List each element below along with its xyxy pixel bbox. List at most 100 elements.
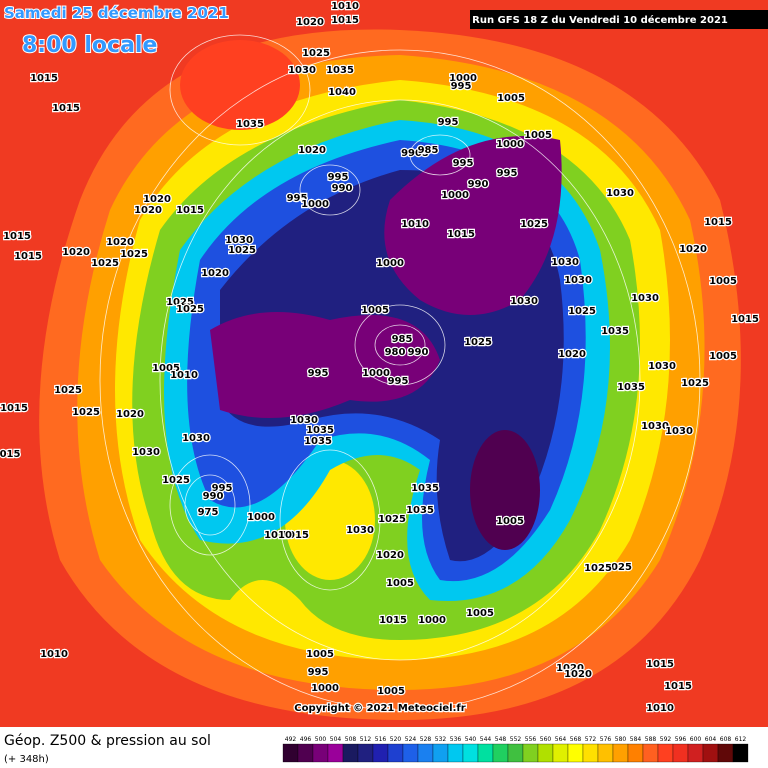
isobar-label: 1005	[497, 93, 525, 104]
isobar-label: 1015	[30, 73, 58, 84]
colorbar-swatch	[717, 743, 734, 763]
date: Samedi 25 décembre 2021	[4, 4, 229, 22]
isobar-label: 995	[497, 168, 518, 179]
isobar-lines	[99, 34, 701, 711]
isobar-label: 1025	[604, 562, 632, 573]
colorbar-swatch	[597, 743, 614, 763]
colorbar-label: 516	[375, 736, 387, 743]
isobar-label: 1025	[378, 514, 406, 525]
colorbar-label: 584	[630, 736, 642, 743]
isobar-label: 1015	[52, 103, 80, 114]
colorbar-label: 576	[600, 736, 612, 743]
colorbar-swatch	[507, 743, 524, 763]
isobar-label: 980	[385, 347, 406, 358]
isobar-label: 995	[438, 117, 459, 128]
isobar-label: 1000	[441, 190, 469, 201]
colorbar-label: 544	[480, 736, 492, 743]
time: 8:00 locale	[22, 33, 157, 58]
colorbar-swatch	[687, 743, 704, 763]
isobar-label: 1015	[176, 205, 204, 216]
colorbar-swatch	[357, 743, 374, 763]
isobar-label: 995	[451, 81, 472, 92]
isobar-label: 1020	[296, 17, 324, 28]
isobar-label: 1000	[496, 139, 524, 150]
isobar-label: 975	[198, 507, 219, 518]
colorbar-swatch	[327, 743, 344, 763]
isobar-label: 1035	[601, 326, 629, 337]
colorbar-label: 540	[465, 736, 477, 743]
isobar-label: 995	[212, 483, 233, 494]
colorbar-label: 592	[660, 736, 672, 743]
isobar-label: 1015	[379, 615, 407, 626]
isobar-label: 1030	[225, 235, 253, 246]
isobar-label: 1040	[328, 87, 356, 98]
isobar-label: 995	[328, 172, 349, 183]
isobar-label: 1030	[665, 426, 693, 437]
isobar-label: 1010	[331, 1, 359, 12]
colorbar-swatch	[447, 743, 464, 763]
colorbar-label: 564	[555, 736, 567, 743]
colorbar-swatch	[432, 743, 449, 763]
colorbar-swatch	[522, 743, 539, 763]
colorbar-label: 548	[495, 736, 507, 743]
isobar-label: 1020	[143, 194, 171, 205]
isobar-label: 1005	[524, 130, 552, 141]
isobar-label: 1000	[376, 258, 404, 269]
colorbar-swatch	[297, 743, 314, 763]
isobar-label: 1025	[228, 245, 256, 256]
isobar-label: 1035	[326, 65, 354, 76]
colorbar-swatch	[402, 743, 419, 763]
isobar-label: 1025	[91, 258, 119, 269]
colorbar-swatch	[492, 743, 509, 763]
isobar-label: 1030	[510, 296, 538, 307]
isobar-label: 985	[418, 145, 439, 156]
isobar-label: 1000	[362, 368, 390, 379]
isobar-label: 1005	[377, 686, 405, 697]
colorbar-label: 552	[510, 736, 522, 743]
isobar-label: 995	[287, 193, 308, 204]
isobar-label: 1015	[447, 229, 475, 240]
isobar-label: 995	[453, 158, 474, 169]
isobar-label: 1025	[584, 563, 612, 574]
isobar-label: 1035	[236, 119, 264, 130]
isobar-label: 1020	[558, 349, 586, 360]
isobar-label: 1025	[72, 407, 100, 418]
isobar-label: 1010	[170, 370, 198, 381]
isobar-label: 1005	[152, 363, 180, 374]
colorbar-label: 524	[405, 736, 417, 743]
isobar-label: 1020	[556, 663, 584, 674]
isobar-label: 1030	[564, 275, 592, 286]
colorbar-label: 608	[720, 736, 732, 743]
isobar-label: 1015	[14, 251, 42, 262]
isobar-label: 1030	[551, 257, 579, 268]
colorbar-label: 572	[585, 736, 597, 743]
high-pressure	[180, 40, 300, 130]
isobar-label: 1030	[641, 421, 669, 432]
colorbar-swatch	[342, 743, 359, 763]
colorbar-label: 508	[345, 736, 357, 743]
colorbar-label: 588	[645, 736, 657, 743]
colorbar-label: 532	[435, 736, 447, 743]
colorbar-swatch	[552, 743, 569, 763]
isobar-label: 1020	[679, 244, 707, 255]
colorbar-swatch	[372, 743, 389, 763]
isobar-label: 1015	[704, 217, 732, 228]
isobar-label: 1020	[134, 205, 162, 216]
trough-central	[210, 312, 440, 418]
isobar-label: 990	[468, 179, 489, 190]
isobar-label: 1025	[464, 337, 492, 348]
isobar-label: 1010	[264, 530, 292, 541]
isobar-label: 1005	[709, 276, 737, 287]
colorbar-swatch	[567, 743, 584, 763]
isobar-label: 1015	[331, 15, 359, 26]
isobar-label: 1025	[520, 219, 548, 230]
isobar-label: 9905	[401, 148, 429, 159]
isobar-label: 1025	[54, 385, 82, 396]
isobar-label: 1025	[681, 378, 709, 389]
isobar-label: 1025	[568, 306, 596, 317]
isobar-label: 1020	[298, 145, 326, 156]
isobar-label: 995	[308, 368, 329, 379]
isobar-label: 1000	[247, 512, 275, 523]
footer-lead: (+ 348h)	[4, 754, 49, 765]
trough-east	[470, 430, 540, 550]
